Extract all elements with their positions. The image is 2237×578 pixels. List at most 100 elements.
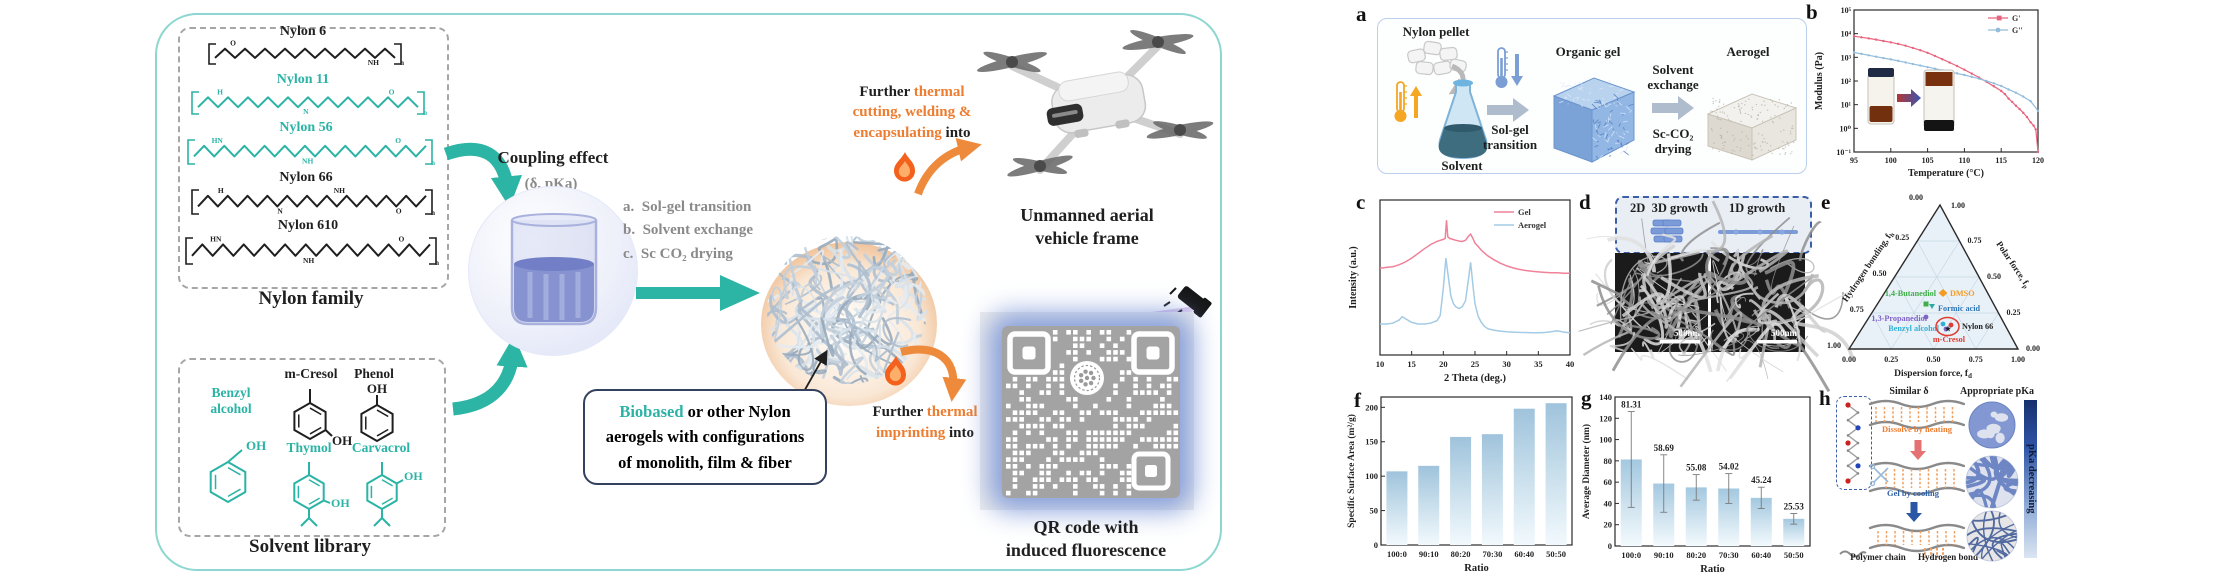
svg-text:0: 0 — [1374, 540, 1378, 550]
svg-text:n: n — [435, 259, 439, 267]
further-thermal-qr-text: Further thermal imprinting into — [872, 402, 977, 444]
polymer-chain-legend: Polymer chain — [1850, 552, 1906, 562]
flame-icon — [894, 152, 915, 182]
flame-icon — [885, 356, 906, 386]
svg-text:G': G' — [2012, 14, 2020, 23]
svg-text:O: O — [395, 136, 401, 145]
rod-icon — [1718, 229, 1798, 235]
svg-text:0.75: 0.75 — [1969, 355, 1983, 364]
panel-label-d: d — [1579, 190, 1591, 214]
nylon610-structure: n HN NH O — [185, 234, 439, 267]
svg-text:0.00: 0.00 — [1909, 193, 1923, 202]
svg-text:0.50: 0.50 — [1873, 269, 1887, 278]
svg-text:n: n — [431, 159, 435, 167]
growth-1d-label: 1D growth — [1728, 201, 1786, 215]
solvent-library-box — [178, 358, 446, 537]
svg-text:0.75: 0.75 — [1968, 236, 1982, 245]
qr-pattern — [1002, 326, 1180, 498]
growth-2d3d-label: 2D 3D growth — [1630, 201, 1708, 215]
svg-text:70:30: 70:30 — [1482, 549, 1502, 559]
svg-text:n: n — [423, 109, 427, 117]
svg-text:Gel: Gel — [1518, 207, 1531, 217]
svg-text:10⁰: 10⁰ — [1839, 124, 1851, 133]
svg-text:10²: 10² — [1841, 77, 1852, 86]
further-word: Further — [859, 84, 914, 100]
svg-text:NH: NH — [302, 156, 313, 165]
svg-text:Temperature (°C): Temperature (°C) — [1908, 168, 1984, 179]
aerogel-block — [1706, 93, 1798, 161]
svg-text:500nm: 500nm — [1771, 328, 1798, 338]
svg-text:140: 140 — [1599, 392, 1612, 402]
m-cresol-structure: OH — [293, 389, 352, 448]
graphical-abstract-border — [155, 13, 1222, 571]
svg-text:O: O — [389, 87, 395, 96]
svg-text:n: n — [431, 209, 435, 217]
gel-cooling-label: Gel by cooling — [1887, 488, 1939, 498]
cutting-welding-line: cutting, welding & — [852, 104, 972, 121]
svg-text:O: O — [399, 234, 405, 243]
svg-text:Ratio: Ratio — [1464, 563, 1489, 574]
svg-text:100: 100 — [1885, 156, 1897, 165]
svg-text:HN: HN — [210, 234, 222, 243]
block-arrow-icon — [636, 275, 760, 311]
svg-text:HN: HN — [212, 136, 224, 145]
svg-text:105: 105 — [1922, 156, 1934, 165]
svg-text:80:20: 80:20 — [1686, 550, 1706, 560]
thermometer-hot-icon — [1394, 81, 1407, 122]
svg-text:10¹: 10¹ — [1841, 101, 1852, 110]
solgel-label1: Sol-gel — [1491, 122, 1529, 137]
uav-caption-line1: Unmanned aerial — [1020, 205, 1154, 225]
svg-text:Specific Surface Area (m²/g): Specific Surface Area (m²/g) — [1346, 414, 1357, 528]
svg-text:O: O — [396, 206, 402, 215]
coupling-title: Coupling effect — [497, 148, 609, 167]
molecule-box — [1836, 396, 1872, 490]
svg-text:Modulus (Pa): Modulus (Pa) — [1814, 52, 1825, 110]
svg-text:0.75: 0.75 — [1850, 305, 1864, 314]
svg-text:OH: OH — [367, 381, 387, 396]
solvent-name: alcohol — [210, 401, 252, 416]
pka-gradient-bar: pKa decreasing — [2024, 400, 2037, 558]
orange-arrow-up-icon — [914, 137, 982, 196]
svg-text:★: ★ — [1945, 325, 1952, 333]
svg-text:Average Diameter (nm): Average Diameter (nm) — [1581, 424, 1592, 519]
phenol-structure: OH — [360, 381, 394, 443]
svg-text:58.69: 58.69 — [1654, 443, 1675, 453]
panel-label-h: h — [1819, 386, 1831, 410]
svg-text:60:40: 60:40 — [1751, 550, 1771, 560]
qr-code — [1002, 326, 1180, 498]
svg-text:Dispersion force, fd: Dispersion force, fd — [1894, 369, 1972, 380]
pka-decreasing-label: pKa decreasing — [2026, 444, 2037, 514]
nylon-name: Nylon 610 — [277, 218, 339, 233]
svg-text:0.00: 0.00 — [1842, 355, 1856, 364]
surface-area-chart: 0 50 100 150 200 100:0 90:10 80:20 70:30 60:40 50:… — [1346, 396, 1573, 574]
svg-text:H: H — [218, 186, 224, 195]
orange-arrow-down-icon — [900, 345, 967, 402]
svg-text:45.24: 45.24 — [1751, 475, 1772, 485]
aerogel-label: Aerogel — [1726, 44, 1770, 59]
polymer-chain-legend-icon — [1839, 550, 1867, 558]
solvent-exchange-label1: Solvent — [1652, 62, 1694, 77]
svg-text:10: 10 — [1376, 359, 1385, 369]
svg-text:81.31: 81.31 — [1621, 400, 1642, 410]
curved-arrow-bottom-icon — [452, 335, 528, 416]
molecule-stick-model — [1845, 402, 1861, 484]
imprinting-word: imprinting — [876, 425, 946, 441]
solvent-exchange-label2: exchange — [1647, 77, 1699, 92]
svg-text:100: 100 — [1365, 471, 1378, 481]
svg-text:80: 80 — [1604, 456, 1613, 466]
curved-arrow-top-icon — [443, 142, 522, 208]
panel-label-f: f — [1354, 388, 1361, 412]
nylon11-structure: n H N O — [191, 87, 427, 117]
scco2-label1: Sc-CO₂ — [1652, 126, 1694, 141]
svg-text:Nylon 66: Nylon 66 — [1962, 322, 1993, 331]
qr-caption-line2: induced fluorescence — [1005, 540, 1167, 561]
nylon66-structure: n H N NH O — [191, 186, 435, 217]
svg-text:100:0: 100:0 — [1621, 550, 1641, 560]
brick-stack-icon — [1650, 219, 1684, 243]
panel-label-g: g — [1581, 386, 1592, 410]
carvacrol-structure: OH — [366, 462, 423, 527]
sem-image-right: 500nm — [1674, 200, 1855, 393]
svg-text:OH: OH — [332, 433, 352, 448]
step-c: c. Sc CO₂ drying — [623, 245, 733, 262]
nylon-name: Nylon 66 — [279, 170, 333, 185]
